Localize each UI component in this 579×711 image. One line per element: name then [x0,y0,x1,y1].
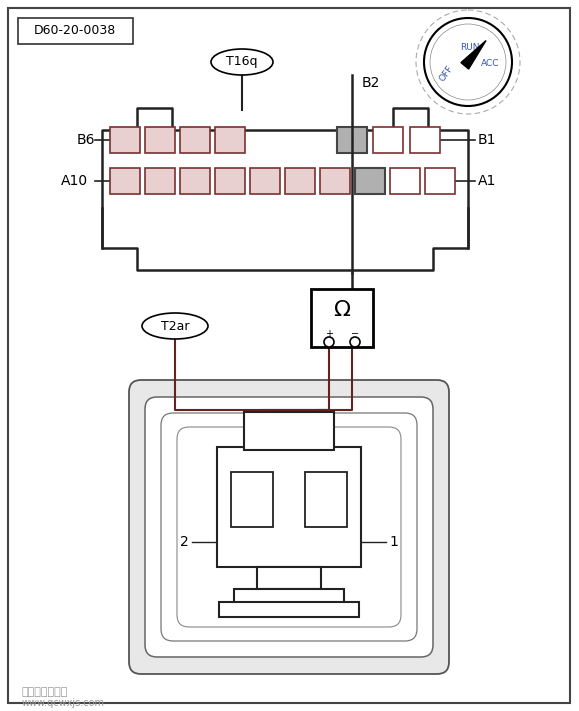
Circle shape [424,18,512,106]
Text: +: + [325,329,333,339]
Text: −: − [351,329,359,339]
Bar [215,127,245,153]
Text: B1: B1 [478,133,497,147]
Text: B2: B2 [362,76,380,90]
Bar [311,289,373,347]
Bar [250,168,280,194]
Bar [257,567,321,589]
Bar [390,168,420,194]
Text: OFF: OFF [437,65,455,84]
Text: T16q: T16q [226,55,258,68]
Bar [425,168,455,194]
Text: T2ar: T2ar [161,319,189,333]
Bar [337,127,367,153]
Bar [355,168,385,194]
Text: 1: 1 [389,535,398,549]
Ellipse shape [142,313,208,339]
Bar [180,168,210,194]
Bar [320,168,350,194]
FancyBboxPatch shape [129,380,449,674]
Bar [234,589,344,607]
Bar [180,127,210,153]
Bar [145,127,175,153]
Bar [285,168,315,194]
Polygon shape [461,41,486,69]
Text: www.qcwxjs.com: www.qcwxjs.com [22,698,105,708]
Ellipse shape [211,49,273,75]
Text: ACC: ACC [481,60,499,68]
Text: Ω: Ω [334,300,350,320]
Bar [244,412,334,450]
Bar [18,18,133,44]
Text: RUN: RUN [460,43,480,53]
Text: 汽车维修技术网: 汽车维修技术网 [22,687,68,697]
Text: 2: 2 [180,535,189,549]
Bar [110,127,140,153]
Text: A10: A10 [61,174,88,188]
Circle shape [324,337,334,347]
Text: A1: A1 [478,174,496,188]
Bar [219,602,359,617]
Bar [231,472,273,527]
Bar [145,168,175,194]
FancyBboxPatch shape [145,397,433,657]
Bar [217,447,361,567]
Bar [110,168,140,194]
FancyBboxPatch shape [177,427,401,627]
Circle shape [350,337,360,347]
FancyBboxPatch shape [161,413,417,641]
Bar [410,127,440,153]
Text: B6: B6 [76,133,95,147]
Bar [305,472,347,527]
Bar [215,168,245,194]
Text: D60-20-0038: D60-20-0038 [34,24,116,38]
Bar [373,127,403,153]
